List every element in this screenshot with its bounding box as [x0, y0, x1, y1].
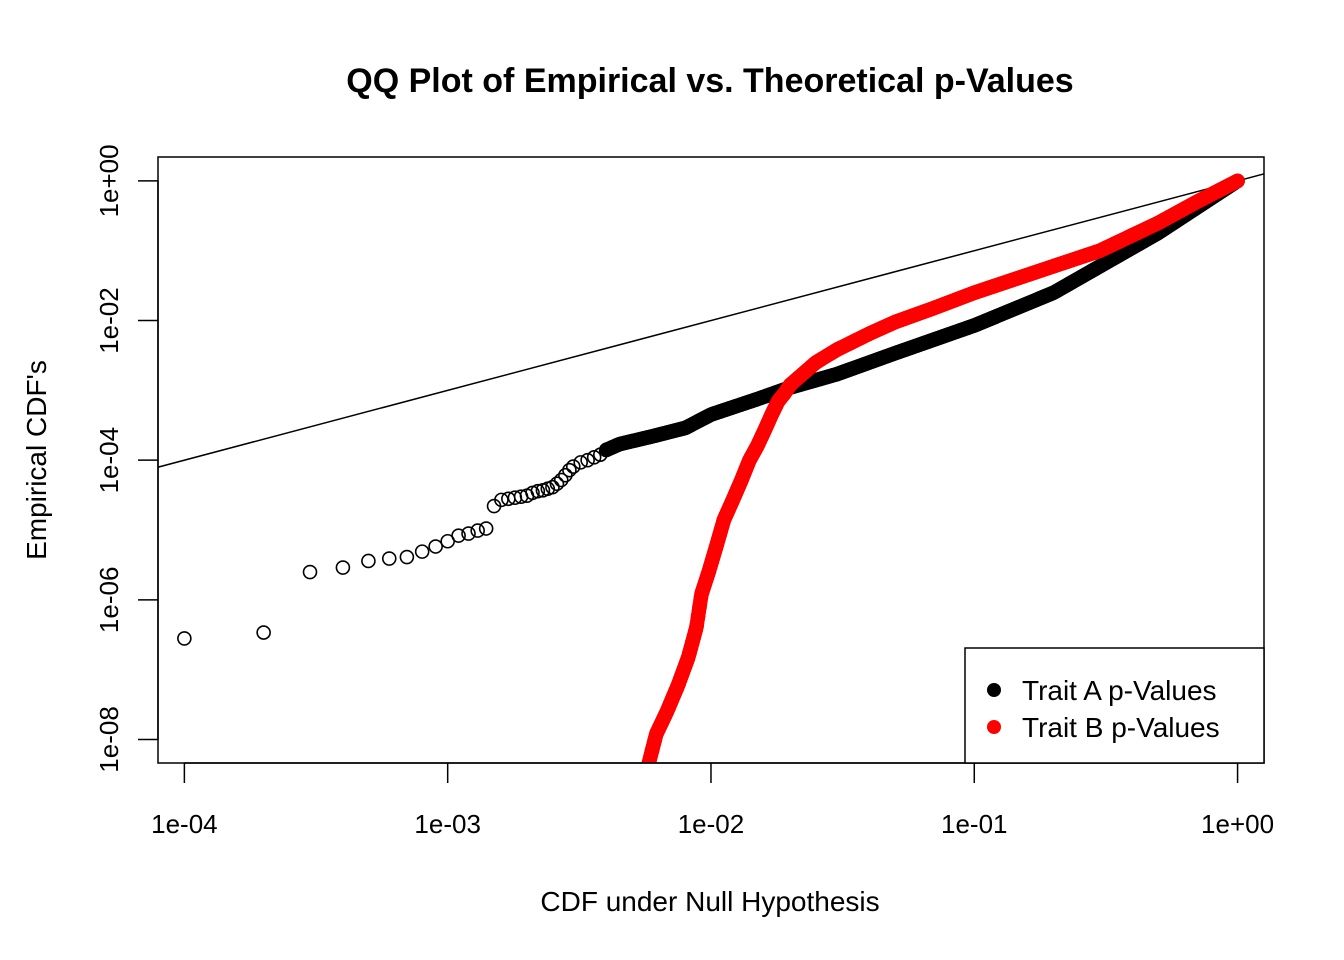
x-axis-label: CDF under Null Hypothesis	[540, 886, 879, 917]
legend-label-trait-a: Trait A p-Values	[1022, 675, 1217, 706]
data-point	[562, 462, 577, 478]
data-point	[545, 479, 560, 495]
x-tick-label: 1e-02	[678, 809, 745, 839]
data-point	[451, 528, 466, 543]
reference-line	[158, 173, 1264, 468]
data-point	[335, 560, 351, 575]
data-point	[573, 455, 588, 470]
data-point	[580, 452, 595, 468]
data-point	[414, 544, 430, 559]
legend-marker-trait-b	[987, 720, 1001, 734]
legend-label-trait-b: Trait B p-Values	[1022, 712, 1220, 743]
y-axis-label: Empirical CDF's	[21, 360, 52, 560]
y-tick-label: 1e-08	[94, 706, 124, 773]
data-point	[782, 377, 798, 393]
x-tick-label: 1e-04	[151, 809, 218, 839]
data-point	[530, 483, 546, 499]
data-point	[470, 523, 485, 538]
data-point	[361, 553, 376, 569]
x-tick-label: 1e+00	[1201, 809, 1274, 839]
data-point	[399, 549, 415, 565]
legend: Trait A p-Values Trait B p-Values	[964, 647, 1265, 764]
data-point	[302, 564, 318, 580]
chart-title: QQ Plot of Empirical vs. Theoretical p-V…	[346, 62, 1073, 100]
y-tick-label: 1e-04	[94, 427, 124, 494]
y-tick-label: 1e-02	[94, 287, 124, 354]
data-point	[1230, 173, 1245, 189]
data-point	[566, 459, 581, 474]
data-point	[461, 526, 476, 541]
data-point	[553, 472, 569, 488]
y-tick-label: 1e+00	[94, 144, 124, 217]
x-tick-label: 1e-03	[414, 809, 481, 839]
x-tick-label: 1e-01	[941, 809, 1008, 839]
data-point	[558, 467, 573, 483]
data-point	[428, 539, 443, 554]
y-axis: 1e-08 1e-06 1e-04 1e-02 1e+00	[94, 144, 159, 773]
x-axis: 1e-04 1e-03 1e-02 1e-01 1e+00	[151, 762, 1274, 839]
legend-marker-trait-a	[987, 683, 1001, 697]
data-point	[256, 625, 271, 640]
data-point	[549, 476, 565, 492]
y-tick-label: 1e-06	[94, 567, 124, 634]
data-point	[381, 551, 397, 566]
data-point	[177, 631, 192, 646]
data-point	[478, 521, 494, 536]
legend-box	[964, 647, 1265, 764]
plot-area	[158, 173, 1264, 763]
series-trait-b	[641, 173, 1245, 763]
